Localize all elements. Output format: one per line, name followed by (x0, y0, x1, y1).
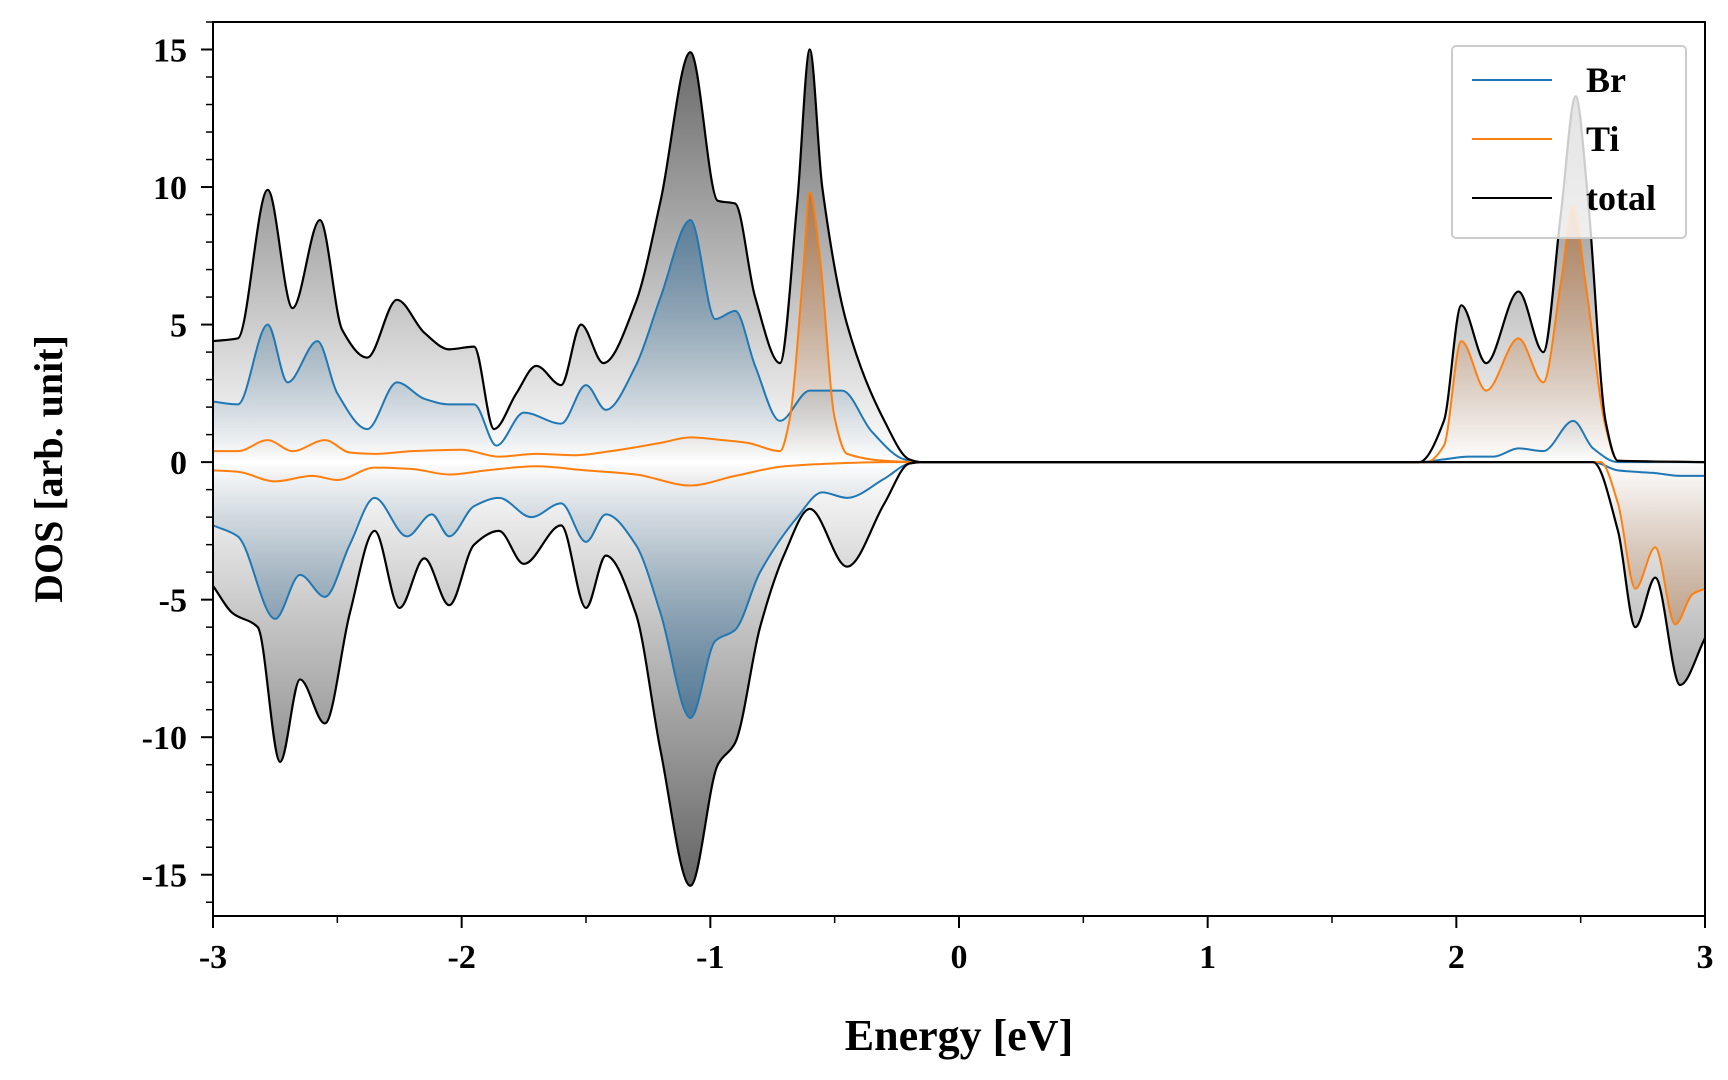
x-tick-label: -1 (696, 939, 724, 976)
area-br-down (213, 462, 1705, 718)
area-total-up (213, 49, 1705, 463)
x-tick-label: 2 (1448, 939, 1465, 976)
line-ti-down (212, 461, 1706, 626)
line-total-down (212, 461, 1706, 887)
x-tick-label: 1 (1199, 939, 1216, 976)
area-total-down (213, 462, 1705, 886)
y-tick-label: 5 (170, 308, 187, 345)
legend-box (1451, 45, 1687, 239)
area-ti-up (213, 192, 1705, 463)
line-ti-up (213, 191, 1706, 464)
y-tick-label: 10 (153, 170, 187, 207)
x-tick-label: 3 (1697, 939, 1714, 976)
y-tick-label: 15 (153, 33, 187, 70)
y-tick-label: 0 (170, 445, 187, 482)
legend-label-ti: Ti (1586, 119, 1619, 159)
x-tick-label: -3 (199, 939, 227, 976)
line-total-up (212, 48, 1706, 464)
y-tick-label: -10 (142, 720, 187, 757)
x-tick-label: -2 (448, 939, 476, 976)
area-br-up (213, 220, 1705, 463)
x-axis-label: Energy [eV] (845, 1011, 1074, 1060)
y-tick-label: -15 (142, 858, 187, 895)
y-axis-label: DOS [arb. unit] (26, 335, 71, 603)
line-br-up (212, 219, 1705, 464)
legend-label-total: total (1586, 178, 1656, 218)
area-fills (213, 49, 1705, 886)
series-lines (212, 48, 1706, 887)
legend-label-br: Br (1586, 60, 1626, 100)
x-tick-label: 0 (951, 939, 968, 976)
y-tick-label: -5 (159, 583, 187, 620)
legend: Br Ti total (1451, 45, 1687, 239)
